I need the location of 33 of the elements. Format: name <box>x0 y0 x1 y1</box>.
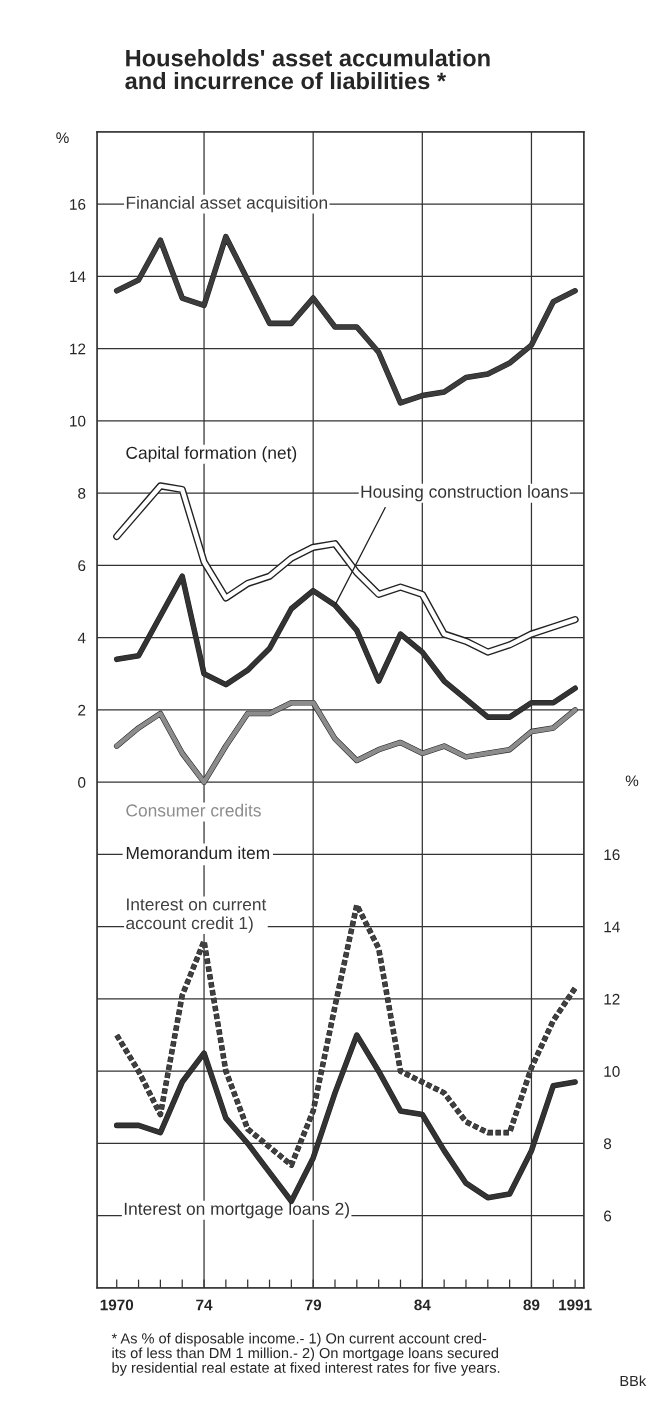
y2-tick-label: 12 <box>604 993 620 1005</box>
text: BBk <box>620 1375 647 1386</box>
text: Housing construction loans <box>361 485 568 502</box>
y-tick-label: 2 <box>78 704 86 716</box>
series-label: Interest on current account credit 1) <box>126 898 267 933</box>
y2-tick-label: 8 <box>603 1138 612 1150</box>
x-tick-label: 1991 <box>559 1299 592 1311</box>
text: * As % of disposable income.- 1) On current account cred- its of less than DM 1 million.- 2) On mortgage loans secured by residential real estate at fixed interest rates for five years. <box>111 1332 500 1376</box>
y2-tick-label: 16 <box>604 849 620 861</box>
y-tick-label: 12 <box>70 343 86 355</box>
y-axis-title: % <box>56 132 69 144</box>
chart-title: Households' asset accumulation and incurrence of liabilities * <box>125 49 490 90</box>
y-tick-label: 14 <box>70 271 86 282</box>
series-label: Financial asset acquisition <box>126 196 327 213</box>
y-tick-label: 16 <box>70 199 86 210</box>
text: Capital formation (net) <box>126 446 297 463</box>
y-tick-label: 0 <box>78 777 86 788</box>
y-tick-label: 4 <box>77 632 86 644</box>
y2-axis-title: % <box>625 775 639 787</box>
x-tick-label: 79 <box>305 1299 322 1311</box>
y-tick-label: 8 <box>78 488 86 499</box>
y2-tick-label: 14 <box>604 921 620 933</box>
series-label: Consumer credits <box>126 803 261 817</box>
x-tick-label: 84 <box>414 1299 431 1311</box>
y2-tick-label: 6 <box>604 1210 612 1222</box>
x-tick-label: 89 <box>523 1299 540 1311</box>
x-tick-label: 1970 <box>100 1299 134 1311</box>
y-tick-label: 10 <box>70 415 86 427</box>
y-tick-label: 6 <box>78 560 86 572</box>
text: Interest on mortgage loans 2) <box>124 1202 349 1219</box>
y2-tick-label: 10 <box>604 1066 620 1077</box>
annotation: Memorandum item <box>126 846 270 860</box>
x-tick-label: 74 <box>196 1299 213 1311</box>
